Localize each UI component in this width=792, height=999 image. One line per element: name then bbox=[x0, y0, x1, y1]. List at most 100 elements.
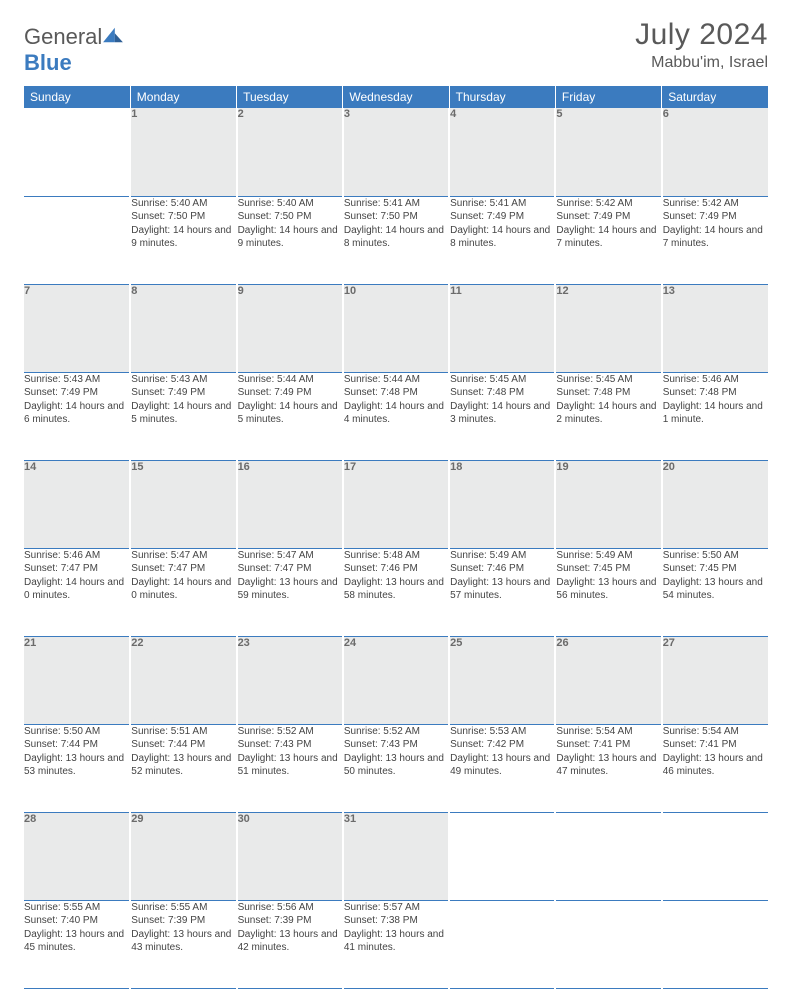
day-content-row: Sunrise: 5:40 AMSunset: 7:50 PMDaylight:… bbox=[24, 196, 768, 284]
daylight-text: Daylight: 13 hours and 42 minutes. bbox=[238, 928, 342, 955]
daylight-text: Daylight: 13 hours and 51 minutes. bbox=[238, 752, 342, 779]
weekday-header: Thursday bbox=[449, 86, 555, 108]
sunrise-text: Sunrise: 5:51 AM bbox=[131, 725, 235, 739]
daylight-text: Daylight: 14 hours and 7 minutes. bbox=[556, 224, 660, 251]
daylight-text: Daylight: 14 hours and 9 minutes. bbox=[131, 224, 235, 251]
day-number-cell: 3 bbox=[343, 108, 449, 196]
day-number-cell: 7 bbox=[24, 284, 130, 372]
day-number-cell: 4 bbox=[449, 108, 555, 196]
daylight-text: Daylight: 13 hours and 43 minutes. bbox=[131, 928, 235, 955]
day-number-cell: 1 bbox=[130, 108, 236, 196]
day-content-cell: Sunrise: 5:42 AMSunset: 7:49 PMDaylight:… bbox=[555, 196, 661, 284]
daylight-text: Daylight: 14 hours and 1 minute. bbox=[663, 400, 768, 427]
day-content-cell: Sunrise: 5:45 AMSunset: 7:48 PMDaylight:… bbox=[449, 372, 555, 460]
day-content-cell bbox=[555, 900, 661, 988]
day-number-cell: 9 bbox=[237, 284, 343, 372]
day-content-cell: Sunrise: 5:52 AMSunset: 7:43 PMDaylight:… bbox=[343, 724, 449, 812]
day-content-cell: Sunrise: 5:40 AMSunset: 7:50 PMDaylight:… bbox=[237, 196, 343, 284]
daylight-text: Daylight: 13 hours and 52 minutes. bbox=[131, 752, 235, 779]
sunset-text: Sunset: 7:49 PM bbox=[238, 386, 342, 400]
sunset-text: Sunset: 7:43 PM bbox=[238, 738, 342, 752]
day-number-cell: 17 bbox=[343, 460, 449, 548]
sunset-text: Sunset: 7:50 PM bbox=[131, 210, 235, 224]
sunset-text: Sunset: 7:48 PM bbox=[450, 386, 554, 400]
daylight-text: Daylight: 14 hours and 5 minutes. bbox=[131, 400, 235, 427]
sunset-text: Sunset: 7:49 PM bbox=[663, 210, 768, 224]
day-number-cell: 19 bbox=[555, 460, 661, 548]
sunset-text: Sunset: 7:49 PM bbox=[24, 386, 129, 400]
logo-triangle-icon bbox=[102, 26, 124, 44]
header: GeneralBlue July 2024 Mabbu'im, Israel bbox=[24, 18, 768, 76]
day-number-cell: 30 bbox=[237, 812, 343, 900]
sunset-text: Sunset: 7:44 PM bbox=[24, 738, 129, 752]
daylight-text: Daylight: 13 hours and 46 minutes. bbox=[663, 752, 768, 779]
sunset-text: Sunset: 7:47 PM bbox=[238, 562, 342, 576]
month-title: July 2024 bbox=[635, 18, 768, 52]
sunset-text: Sunset: 7:41 PM bbox=[663, 738, 768, 752]
sunrise-text: Sunrise: 5:45 AM bbox=[556, 373, 660, 387]
sunrise-text: Sunrise: 5:53 AM bbox=[450, 725, 554, 739]
day-content-cell: Sunrise: 5:43 AMSunset: 7:49 PMDaylight:… bbox=[24, 372, 130, 460]
day-content-cell: Sunrise: 5:45 AMSunset: 7:48 PMDaylight:… bbox=[555, 372, 661, 460]
day-content-cell bbox=[449, 900, 555, 988]
day-number-cell: 20 bbox=[662, 460, 768, 548]
sunset-text: Sunset: 7:49 PM bbox=[450, 210, 554, 224]
day-number-cell bbox=[449, 812, 555, 900]
day-number-cell: 16 bbox=[237, 460, 343, 548]
sunrise-text: Sunrise: 5:48 AM bbox=[344, 549, 448, 563]
day-number-cell: 24 bbox=[343, 636, 449, 724]
daylight-text: Daylight: 14 hours and 4 minutes. bbox=[344, 400, 448, 427]
day-content-row: Sunrise: 5:46 AM Sunset: 7:47 PM Daylight:… bbox=[24, 548, 768, 636]
day-content-cell: Sunrise: 5:40 AMSunset: 7:50 PMDaylight:… bbox=[130, 196, 236, 284]
sunrise-text: Sunrise: 5:44 AM bbox=[344, 373, 448, 387]
weekday-header: Friday bbox=[555, 86, 661, 108]
sunrise-text: Sunrise: 5:46 AM bbox=[663, 373, 768, 387]
sunrise-text: Sunrise: 5:52 AM bbox=[344, 725, 448, 739]
daylight-text: Daylight: 14 hours and 8 minutes. bbox=[344, 224, 448, 251]
day-content-cell: Sunrise: 5:48 AMSunset: 7:46 PMDaylight:… bbox=[343, 548, 449, 636]
day-content-cell: Sunrise: 5:52 AMSunset: 7:43 PMDaylight:… bbox=[237, 724, 343, 812]
day-content-cell: Sunrise: 5:51 AMSunset: 7:44 PMDaylight:… bbox=[130, 724, 236, 812]
daylight-text: Daylight: 13 hours and 57 minutes. bbox=[450, 576, 554, 603]
day-number-cell: 18 bbox=[449, 460, 555, 548]
sunrise-text: Sunrise: 5:50 AM bbox=[663, 549, 768, 563]
day-content-cell: Sunrise: 5:46 AMSunset: 7:48 PMDaylight:… bbox=[662, 372, 768, 460]
sunrise-text: Sunrise: 5:49 AM bbox=[450, 549, 554, 563]
sunrise-text: Sunrise: 5:46 AM bbox=[24, 549, 129, 563]
day-number-row: 14151617181920 bbox=[24, 460, 768, 548]
sunrise-text: Sunrise: 5:55 AM bbox=[24, 901, 129, 915]
sunrise-text: Sunrise: 5:41 AM bbox=[450, 197, 554, 211]
day-number-cell: 23 bbox=[237, 636, 343, 724]
sunset-text: Sunset: 7:39 PM bbox=[131, 914, 235, 928]
day-content-cell: Sunrise: 5:50 AMSunset: 7:44 PMDaylight:… bbox=[24, 724, 130, 812]
sunset-text: Sunset: 7:46 PM bbox=[344, 562, 448, 576]
sunset-text: Sunset: 7:39 PM bbox=[238, 914, 342, 928]
day-number-cell: 2 bbox=[237, 108, 343, 196]
sunrise-text: Sunrise: 5:47 AM bbox=[238, 549, 342, 563]
day-number-cell: 6 bbox=[662, 108, 768, 196]
weekday-header: Monday bbox=[130, 86, 236, 108]
day-number-cell: 15 bbox=[130, 460, 236, 548]
sunrise-text: Sunrise: 5:57 AM bbox=[344, 901, 448, 915]
day-content-cell: Sunrise: 5:50 AMSunset: 7:45 PMDaylight:… bbox=[662, 548, 768, 636]
daylight-text: Daylight: 14 hours and 0 minutes. bbox=[24, 576, 129, 603]
sunrise-text: Sunrise: 5:54 AM bbox=[556, 725, 660, 739]
day-content-row: Sunrise: 5:43 AMSunset: 7:49 PMDaylight:… bbox=[24, 372, 768, 460]
sunset-text: Sunset: 7:44 PM bbox=[131, 738, 235, 752]
sunset-text: Sunset: 7:48 PM bbox=[344, 386, 448, 400]
day-number-row: 28293031 bbox=[24, 812, 768, 900]
sunset-text: Sunset: 7:42 PM bbox=[450, 738, 554, 752]
day-content-cell: Sunrise: 5:54 AMSunset: 7:41 PMDaylight:… bbox=[555, 724, 661, 812]
day-content-cell: Sunrise: 5:49 AMSunset: 7:45 PMDaylight:… bbox=[555, 548, 661, 636]
day-content-cell bbox=[24, 196, 130, 284]
day-number-cell: 31 bbox=[343, 812, 449, 900]
day-content-cell: Sunrise: 5:43 AMSunset: 7:49 PMDaylight:… bbox=[130, 372, 236, 460]
sunset-text: Sunset: 7:43 PM bbox=[344, 738, 448, 752]
day-number-cell: 21 bbox=[24, 636, 130, 724]
logo-text: GeneralBlue bbox=[24, 24, 124, 76]
day-number-row: 123456 bbox=[24, 108, 768, 196]
day-number-cell: 27 bbox=[662, 636, 768, 724]
sunrise-text: Sunrise: 5:56 AM bbox=[238, 901, 342, 915]
daylight-text: Daylight: 14 hours and 7 minutes. bbox=[663, 224, 768, 251]
daylight-text: Daylight: 13 hours and 56 minutes. bbox=[556, 576, 660, 603]
